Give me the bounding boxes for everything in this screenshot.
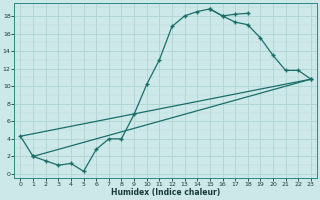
- X-axis label: Humidex (Indice chaleur): Humidex (Indice chaleur): [111, 188, 220, 197]
